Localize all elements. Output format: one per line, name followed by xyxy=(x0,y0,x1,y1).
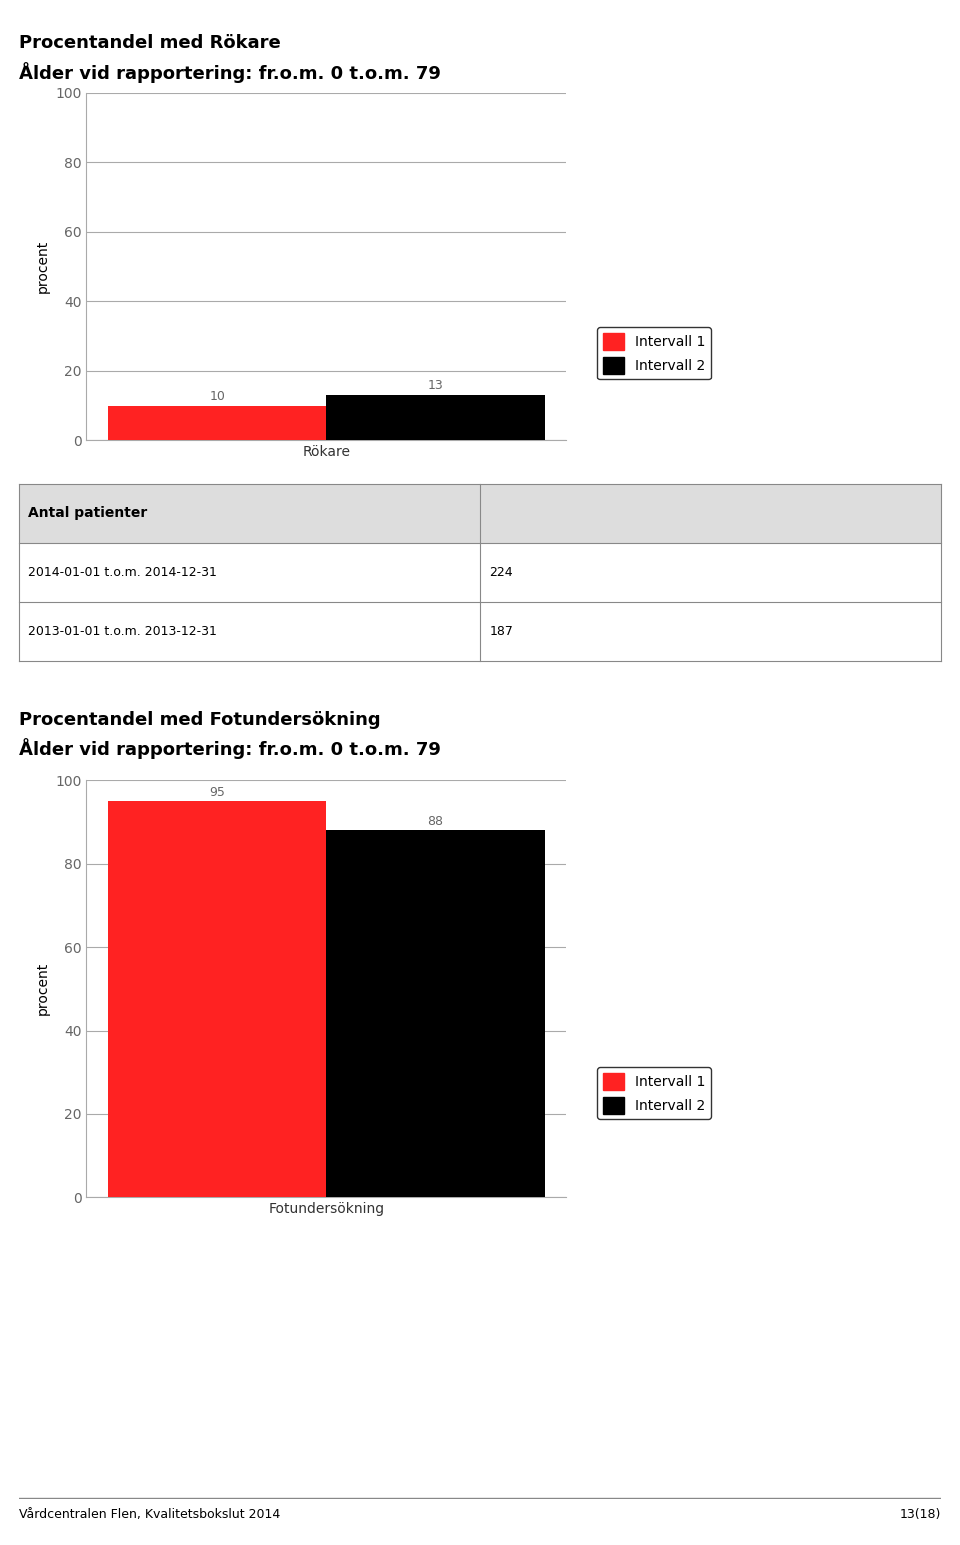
FancyBboxPatch shape xyxy=(19,484,941,542)
Bar xyxy=(326,396,544,440)
Text: 10: 10 xyxy=(209,389,226,403)
Bar xyxy=(108,405,326,440)
FancyBboxPatch shape xyxy=(19,542,941,603)
FancyBboxPatch shape xyxy=(19,603,941,661)
Legend: Intervall 1, Intervall 2: Intervall 1, Intervall 2 xyxy=(597,328,710,380)
Bar xyxy=(108,800,326,1197)
Text: Ålder vid rapportering: fr.o.m. 0 t.o.m. 79: Ålder vid rapportering: fr.o.m. 0 t.o.m.… xyxy=(19,739,441,760)
Text: Procentandel med Fotundersökning: Procentandel med Fotundersökning xyxy=(19,711,381,729)
Y-axis label: procent: procent xyxy=(36,963,50,1015)
Y-axis label: procent: procent xyxy=(36,239,50,294)
Text: 13(18): 13(18) xyxy=(900,1508,941,1520)
Text: 187: 187 xyxy=(490,626,513,638)
Text: 88: 88 xyxy=(427,816,444,828)
Text: Antal patienter: Antal patienter xyxy=(29,507,148,521)
Text: Vårdcentralen Flen, Kvalitetsbokslut 2014: Vårdcentralen Flen, Kvalitetsbokslut 201… xyxy=(19,1508,280,1520)
Text: 13: 13 xyxy=(427,380,444,392)
Legend: Intervall 1, Intervall 2: Intervall 1, Intervall 2 xyxy=(597,1068,710,1119)
Text: 224: 224 xyxy=(490,565,513,579)
Text: Procentandel med Rökare: Procentandel med Rökare xyxy=(19,34,281,53)
Text: 95: 95 xyxy=(209,786,226,799)
Text: 2014-01-01 t.o.m. 2014-12-31: 2014-01-01 t.o.m. 2014-12-31 xyxy=(29,565,217,579)
Text: 2013-01-01 t.o.m. 2013-12-31: 2013-01-01 t.o.m. 2013-12-31 xyxy=(29,626,217,638)
Bar xyxy=(326,830,544,1197)
Text: Ålder vid rapportering: fr.o.m. 0 t.o.m. 79: Ålder vid rapportering: fr.o.m. 0 t.o.m.… xyxy=(19,62,441,83)
